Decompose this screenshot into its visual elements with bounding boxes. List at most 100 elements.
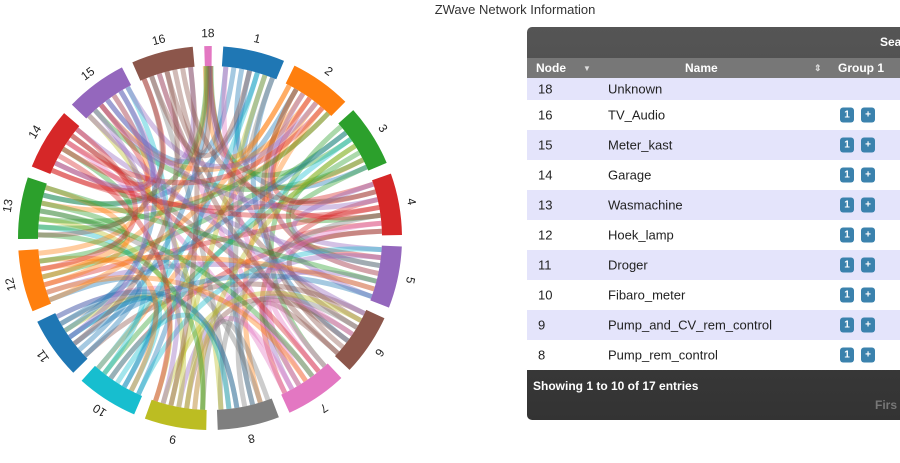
- chord: [269, 291, 354, 373]
- chord: [286, 228, 382, 330]
- chord: [102, 150, 361, 376]
- group-button[interactable]: 1: [840, 137, 854, 153]
- chord: [168, 74, 268, 407]
- chord: [192, 315, 295, 410]
- chord: [63, 89, 158, 333]
- chord: [202, 65, 292, 160]
- node-label: 16: [150, 31, 167, 48]
- column-header[interactable]: Node: [536, 61, 566, 75]
- chord: [39, 200, 128, 264]
- chord: [70, 133, 350, 343]
- chord: [46, 261, 376, 295]
- chord: [235, 293, 359, 407]
- chord: [99, 66, 196, 166]
- table-header: Node ▼ Name ⇕ Group 1: [527, 58, 900, 78]
- node-arc: [81, 365, 143, 415]
- chord: [184, 297, 354, 409]
- chord: [48, 84, 292, 303]
- chord: [96, 92, 306, 371]
- node-label: 18: [201, 26, 215, 40]
- chord: [268, 124, 343, 368]
- group-button[interactable]: 1: [840, 347, 854, 363]
- node-label: 5: [403, 276, 418, 286]
- chord: [160, 290, 363, 405]
- chord: [72, 70, 180, 346]
- chord: [41, 111, 331, 214]
- chord: [68, 295, 162, 393]
- node-label: 8: [246, 431, 256, 446]
- sort-icon: ⇕: [814, 63, 822, 73]
- node-label: 13: [0, 198, 16, 214]
- chord: [40, 127, 138, 272]
- group-button[interactable]: +: [861, 137, 875, 153]
- chord: [41, 130, 348, 280]
- table-row: 8 Pump_rem_control 1 +: [527, 340, 900, 370]
- table-row: 12 Hoek_lamp 1 +: [527, 220, 900, 250]
- node-cell: 12: [538, 227, 553, 243]
- chord: [260, 300, 340, 387]
- chord: [65, 106, 325, 186]
- chord: [37, 232, 206, 410]
- group-button[interactable]: +: [861, 107, 875, 123]
- column-header[interactable]: Name: [685, 61, 718, 75]
- name-cell: Hoek_lamp: [608, 227, 674, 243]
- node-cell: 9: [538, 317, 546, 333]
- chord: [38, 146, 134, 231]
- table-body: 18 Unknown 16 TV_Audio 1 +15 Meter_kast 1 +14 Gar…: [527, 78, 900, 370]
- chord: [262, 269, 378, 391]
- group-button[interactable]: +: [861, 257, 875, 273]
- column-header[interactable]: Group 1: [838, 61, 885, 75]
- search-label[interactable]: Sea: [880, 35, 900, 49]
- node-arc: [372, 173, 402, 236]
- chord: [291, 181, 382, 253]
- name-cell: Unknown: [608, 81, 663, 97]
- chord: [259, 87, 345, 350]
- group-button[interactable]: 1: [840, 257, 854, 273]
- node-label: 9: [168, 432, 177, 447]
- node-arc: [132, 46, 195, 81]
- chord: [208, 65, 353, 178]
- chord: [54, 89, 156, 191]
- chord: [55, 285, 315, 378]
- group-button[interactable]: 1: [840, 197, 854, 213]
- node-cell: 16: [538, 107, 553, 123]
- group-button[interactable]: 1: [840, 287, 854, 303]
- group-button[interactable]: 1: [840, 107, 854, 123]
- first-button[interactable]: Firs: [875, 398, 898, 412]
- chord: [39, 208, 263, 404]
- group-button[interactable]: 1: [840, 167, 854, 183]
- group-button[interactable]: +: [861, 317, 875, 333]
- group-button[interactable]: 1: [840, 227, 854, 243]
- chord: [108, 228, 382, 380]
- chord: [200, 318, 271, 410]
- node-cell: 15: [538, 137, 553, 153]
- group-button[interactable]: +: [861, 347, 875, 363]
- chord: [192, 143, 357, 410]
- group-button[interactable]: 1: [840, 317, 854, 333]
- group-button[interactable]: +: [861, 227, 875, 243]
- name-cell: Meter_kast: [608, 137, 673, 153]
- chord: [168, 66, 200, 407]
- table-row: 9 Pump_and_CV_rem_control 1 +: [527, 310, 900, 340]
- chord: [206, 65, 373, 299]
- chord: [38, 224, 147, 376]
- chord: [233, 68, 368, 191]
- node-label: 12: [2, 276, 19, 292]
- name-cell: Wasmachine: [608, 197, 683, 213]
- node-cell: 8: [538, 347, 546, 363]
- node-label: 11: [33, 347, 52, 366]
- group-button[interactable]: +: [861, 167, 875, 183]
- chord: [83, 281, 366, 358]
- chords: [37, 65, 382, 410]
- node-label: 6: [372, 346, 388, 360]
- chord: [250, 76, 350, 343]
- group-button[interactable]: +: [861, 287, 875, 303]
- chord: [269, 96, 377, 206]
- group-button[interactable]: +: [861, 197, 875, 213]
- node-cell: 13: [538, 197, 553, 213]
- name-cell: Pump_rem_control: [608, 347, 718, 363]
- chord: [111, 93, 181, 405]
- node-cell: 14: [538, 167, 553, 183]
- node-arc: [370, 245, 402, 308]
- chord: [232, 76, 275, 406]
